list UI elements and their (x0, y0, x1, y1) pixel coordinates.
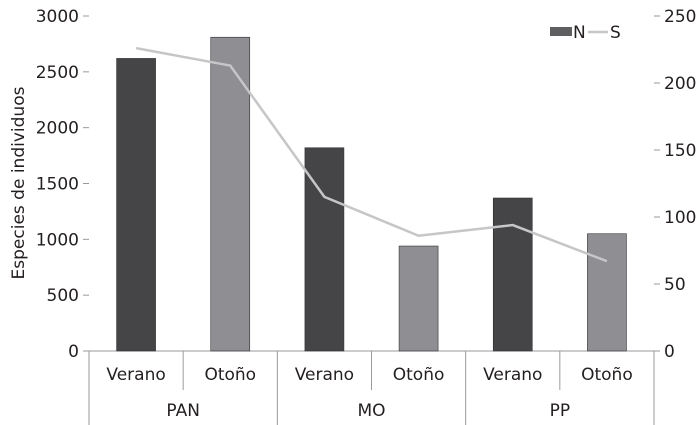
left-tick-label: 0 (68, 342, 79, 362)
line-s (135, 46, 608, 263)
right-axis: 0 50 100 150 200 250 (654, 7, 696, 362)
left-axis: 0 500 1000 1500 2000 2500 3000 (36, 7, 89, 362)
left-tick-label: 2000 (36, 119, 79, 139)
legend-label-n: N (573, 23, 586, 43)
right-tick-label: 250 (664, 7, 696, 27)
group-label: PAN (166, 401, 200, 421)
bar-n (210, 36, 251, 352)
left-tick-label: 1000 (36, 230, 79, 250)
legend-swatch-n (550, 27, 572, 36)
right-tick-label: 100 (664, 208, 696, 228)
bar-n (398, 245, 439, 352)
left-tick-label: 1500 (36, 175, 79, 195)
y-axis-label: Especies de individuos (9, 86, 29, 279)
right-tick-label: 150 (664, 141, 696, 161)
right-tick-label: 0 (664, 342, 675, 362)
left-tick-label: 3000 (36, 7, 79, 27)
left-tick-label: 2500 (36, 63, 79, 83)
category-label: Verano (295, 365, 354, 385)
category-label: Verano (106, 365, 165, 385)
right-tick-label: 200 (664, 74, 696, 94)
category-label: Otoño (204, 365, 256, 385)
bar-n (116, 58, 156, 352)
group-label: MO (357, 401, 385, 421)
legend-label-s: S (610, 23, 621, 43)
bar-n (492, 197, 533, 352)
category-label: Verano (483, 365, 542, 385)
bar-n (587, 233, 627, 352)
category-label: Otoño (393, 365, 445, 385)
right-tick-label: 50 (664, 275, 686, 295)
category-label: Otoño (581, 365, 633, 385)
left-tick-label: 500 (47, 286, 79, 306)
group-label: PP (550, 401, 571, 421)
bar-series-n (116, 36, 627, 352)
line-series-s (135, 46, 608, 263)
bar-n (304, 147, 345, 352)
